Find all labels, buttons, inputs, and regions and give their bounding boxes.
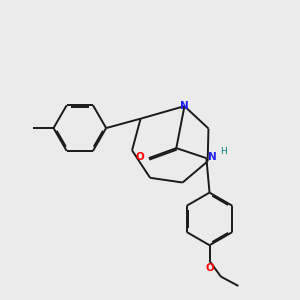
Text: O: O bbox=[205, 263, 214, 273]
Text: N: N bbox=[208, 152, 217, 162]
Text: N: N bbox=[180, 101, 189, 111]
Text: O: O bbox=[136, 152, 144, 162]
Text: H: H bbox=[220, 147, 227, 156]
